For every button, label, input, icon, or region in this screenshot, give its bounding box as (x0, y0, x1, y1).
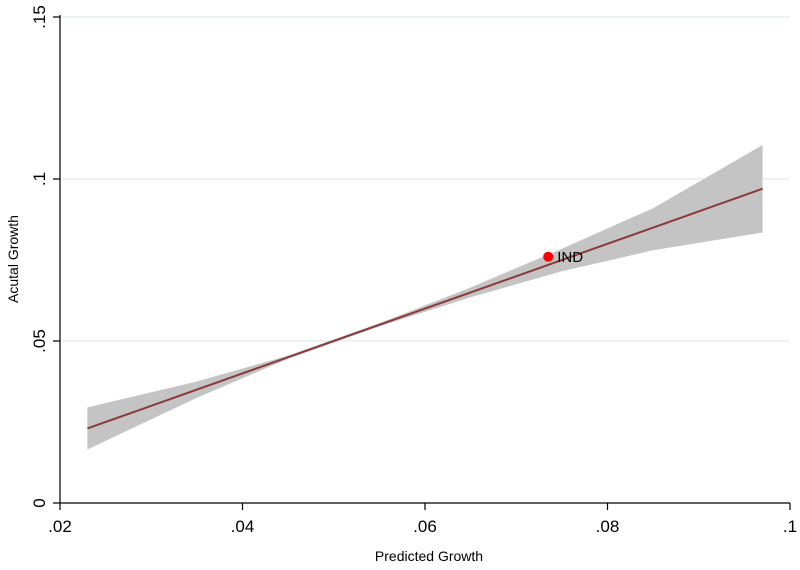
y-tick-label: .1 (30, 172, 49, 186)
x-tick-label: .1 (783, 517, 797, 536)
y-axis-title: Acutal Growth (5, 215, 21, 303)
fit-line-layer (87, 187, 763, 430)
fit-line (87, 187, 763, 430)
x-tick-label: .04 (231, 517, 255, 536)
x-tick-label: .02 (48, 517, 72, 536)
y-tick-label: .15 (30, 5, 49, 29)
x-tick-label: .08 (596, 517, 620, 536)
tick-labels: .02 .04 .06 .08 .1 0 .05 .1 .15 (30, 5, 797, 536)
data-point-label: IND (557, 249, 583, 266)
data-points: IND (543, 249, 583, 266)
data-point (543, 251, 554, 262)
y-tick-label: .05 (30, 329, 49, 353)
y-tick-label: 0 (30, 498, 49, 507)
x-tick-label: .06 (413, 517, 437, 536)
x-axis-title: Predicted Growth (375, 548, 483, 564)
grid-lines (60, 16, 790, 342)
